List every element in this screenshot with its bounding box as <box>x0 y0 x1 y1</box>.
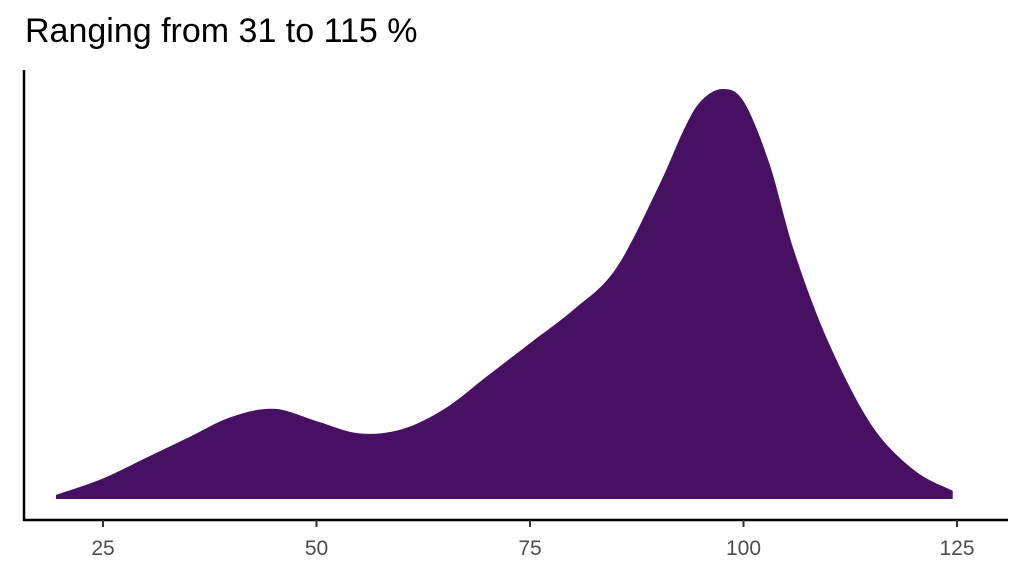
x-axis-ticks: 25 50 75 100 125 <box>91 520 975 560</box>
x-tick-label: 100 <box>726 537 761 560</box>
x-tick-label: 50 <box>305 537 328 560</box>
x-tick-label: 75 <box>518 537 541 560</box>
x-tick-label: 125 <box>939 537 974 560</box>
x-tick-label: 25 <box>91 537 114 560</box>
chart-title: Ranging from 31 to 115 % <box>25 12 418 50</box>
density-area <box>56 89 953 499</box>
